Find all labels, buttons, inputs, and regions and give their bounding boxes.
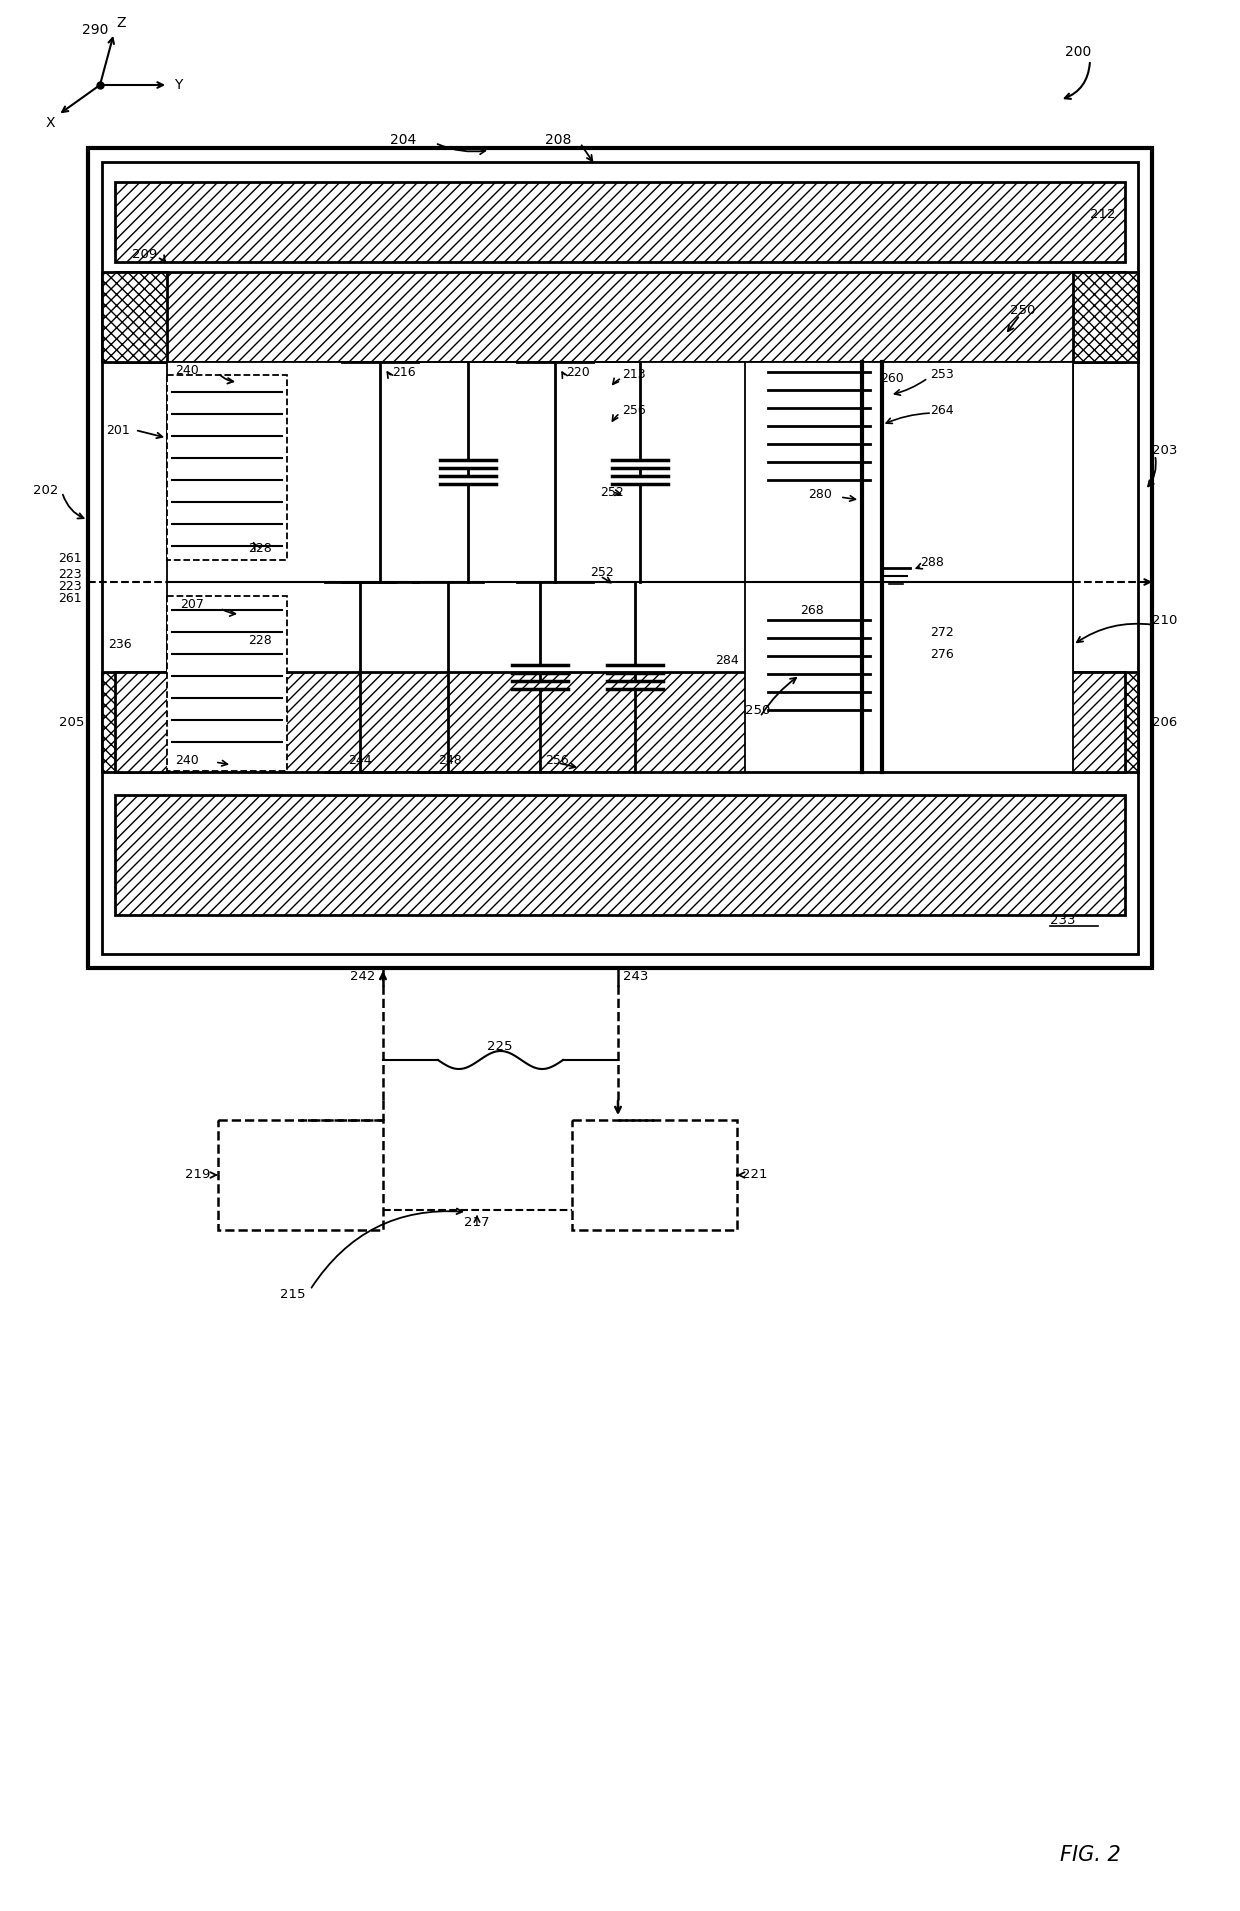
Text: 250: 250 — [1011, 304, 1035, 317]
Text: 264: 264 — [930, 403, 954, 417]
Text: 228: 228 — [248, 541, 272, 554]
Bar — [88, 147, 1152, 969]
Text: 290: 290 — [82, 23, 108, 36]
Text: 272: 272 — [930, 625, 954, 638]
Text: 201: 201 — [107, 424, 130, 436]
Bar — [115, 795, 1125, 915]
Bar — [115, 182, 1125, 262]
Text: 260: 260 — [880, 371, 904, 384]
Text: Z: Z — [117, 15, 125, 31]
Bar — [1073, 271, 1138, 361]
Bar — [167, 583, 1073, 772]
Text: 213: 213 — [622, 369, 646, 382]
Text: 223: 223 — [58, 579, 82, 592]
Text: 240: 240 — [175, 363, 198, 376]
Bar — [115, 673, 1125, 772]
Text: 202: 202 — [32, 483, 58, 497]
Text: 252: 252 — [590, 566, 614, 579]
Text: 221: 221 — [742, 1168, 768, 1181]
Text: 252: 252 — [600, 485, 624, 499]
Bar — [102, 271, 167, 361]
Bar — [167, 361, 1073, 583]
Bar — [1073, 673, 1138, 772]
Text: 223: 223 — [58, 568, 82, 581]
Text: 261: 261 — [58, 552, 82, 564]
Text: 268: 268 — [800, 604, 823, 617]
Text: 225: 225 — [487, 1040, 513, 1053]
Text: 242: 242 — [350, 971, 374, 984]
Text: 228: 228 — [248, 634, 272, 646]
Text: 250: 250 — [745, 703, 770, 717]
Text: 200: 200 — [1065, 46, 1091, 59]
Text: 207: 207 — [180, 598, 203, 612]
Text: FIG. 2: FIG. 2 — [1060, 1844, 1121, 1865]
Text: 253: 253 — [930, 369, 954, 382]
Text: 240: 240 — [175, 753, 198, 766]
Text: X: X — [46, 117, 56, 130]
Text: 288: 288 — [920, 556, 944, 569]
Text: 261: 261 — [58, 592, 82, 604]
Text: 219: 219 — [185, 1168, 210, 1181]
Text: Y: Y — [174, 78, 182, 92]
Text: 217: 217 — [464, 1215, 490, 1229]
Text: 243: 243 — [622, 971, 649, 984]
Bar — [115, 271, 1125, 361]
Text: 203: 203 — [1152, 443, 1177, 457]
Text: 236: 236 — [108, 638, 131, 652]
Bar — [572, 1120, 737, 1231]
Text: 233: 233 — [1050, 913, 1075, 927]
Bar — [218, 1120, 383, 1231]
Text: 220: 220 — [565, 365, 590, 378]
Bar — [745, 361, 1073, 772]
Text: 284: 284 — [715, 654, 739, 667]
Bar — [102, 673, 167, 772]
Text: 206: 206 — [1152, 715, 1177, 728]
Text: 256: 256 — [546, 753, 569, 766]
Text: 205: 205 — [58, 715, 84, 728]
Bar — [167, 375, 286, 560]
Text: 280: 280 — [808, 489, 832, 501]
Text: 216: 216 — [392, 365, 415, 378]
Text: 212: 212 — [1090, 208, 1116, 222]
Text: 248: 248 — [438, 753, 461, 766]
Text: 256: 256 — [622, 403, 646, 417]
Bar — [102, 162, 1138, 954]
Bar — [167, 596, 286, 770]
Text: 210: 210 — [1152, 613, 1177, 627]
Text: 215: 215 — [280, 1288, 305, 1301]
Text: 208: 208 — [546, 134, 572, 147]
Text: 244: 244 — [348, 753, 372, 766]
Text: 204: 204 — [391, 134, 417, 147]
Text: 276: 276 — [930, 648, 954, 661]
Text: 209: 209 — [131, 248, 157, 262]
